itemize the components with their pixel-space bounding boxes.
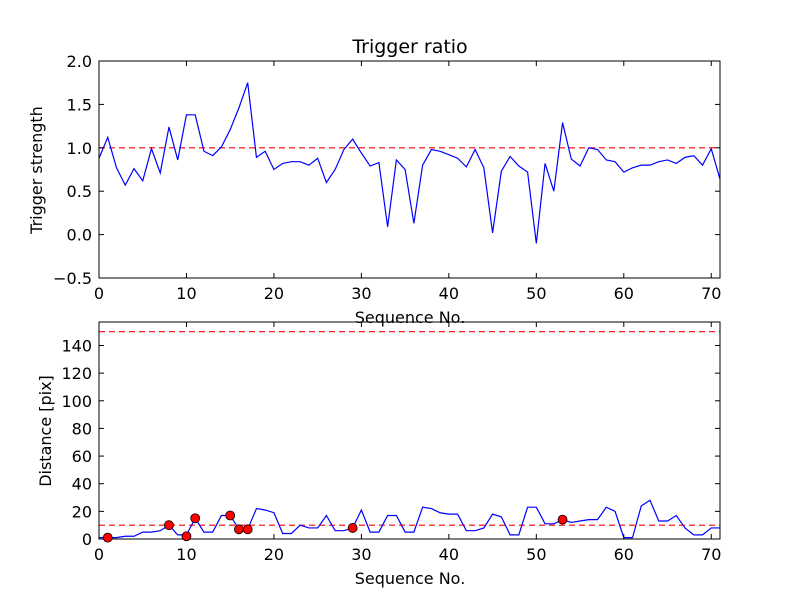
chart-title: Trigger ratio — [351, 36, 467, 58]
x-tick-label: 10 — [176, 284, 196, 303]
y-tick-label: 40 — [72, 475, 92, 494]
data-point — [164, 520, 174, 531]
y-tick-label: 80 — [72, 419, 92, 438]
data-point — [181, 531, 192, 542]
x-tick-label: 0 — [94, 545, 104, 564]
x-tick-label: 60 — [614, 545, 634, 564]
data-point — [102, 532, 113, 543]
y-tick-label: 0 — [82, 530, 92, 549]
y-tick-label: 100 — [61, 392, 92, 411]
x-tick-label: 50 — [526, 284, 546, 303]
plot-frame — [98, 60, 721, 279]
data-point — [557, 514, 568, 525]
y-tick-label: 0.5 — [67, 182, 92, 201]
x-tick-label: 50 — [526, 545, 546, 564]
x-tick-label: 70 — [701, 545, 721, 564]
y-tick-label: 0.0 — [67, 226, 92, 245]
y-axis-label: Trigger strength — [27, 106, 46, 235]
y-tick-label: 60 — [72, 447, 92, 466]
x-tick-label: 70 — [701, 284, 721, 303]
x-tick-label: 20 — [264, 545, 284, 564]
trigger-ratio-chart: Trigger ratio 0 10 20 30 40 50 60 70 −0.5 0.0 0.5 1… — [27, 36, 721, 327]
x-tick-label: 30 — [351, 284, 371, 303]
data-point — [347, 523, 358, 533]
x-tick-label: 0 — [94, 284, 104, 303]
series-line — [99, 499, 720, 539]
x-axis-label: Sequence No. — [355, 569, 466, 588]
x-tick-label: 60 — [614, 284, 634, 303]
x-tick-label: 40 — [439, 284, 459, 303]
y-tick-label: 1.5 — [67, 95, 92, 114]
data-point — [225, 510, 236, 521]
data-point — [190, 513, 201, 524]
x-tick-label: 40 — [439, 545, 459, 564]
ticks: 0 10 20 30 40 50 60 70 0 20 40 60 80 100 120 140 — [61, 322, 721, 564]
y-tick-label: 2.0 — [67, 52, 92, 71]
distance-chart: 0 10 20 30 40 50 60 70 0 20 40 60 80 100 120 140 Sequen… — [36, 321, 721, 588]
x-tick-label: 20 — [264, 284, 284, 303]
y-tick-label: −0.5 — [53, 269, 92, 288]
y-tick-label: 1.0 — [67, 139, 92, 158]
y-tick-label: 140 — [61, 336, 92, 355]
y-tick-label: 20 — [72, 502, 92, 521]
y-tick-label: 120 — [61, 364, 92, 383]
x-tick-label: 30 — [351, 545, 371, 564]
ticks: 0 10 20 30 40 50 60 70 −0.5 0.0 0.5 1.0 1.5 2.0 — [53, 52, 721, 303]
y-axis-label: Distance [pix] — [36, 375, 55, 487]
data-point — [242, 524, 253, 535]
x-tick-label: 10 — [176, 545, 196, 564]
plot-frame — [98, 321, 721, 540]
series-line — [99, 82, 720, 244]
data-point — [234, 524, 244, 535]
